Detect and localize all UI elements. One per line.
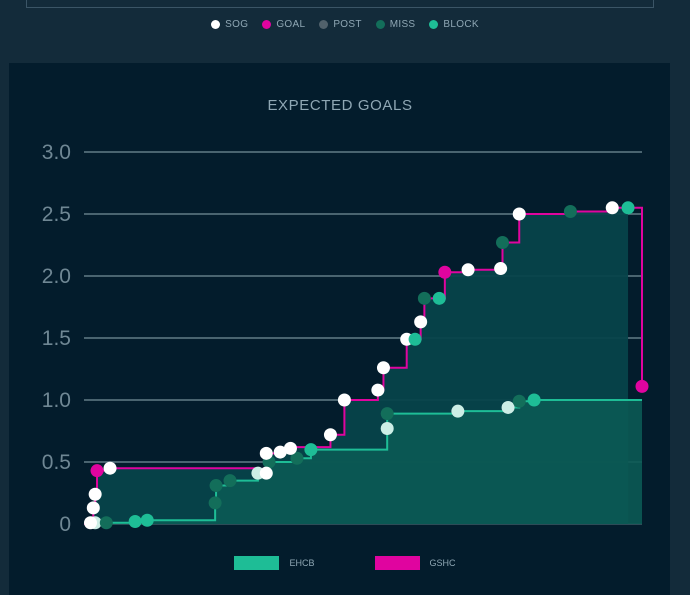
legend-miss: MISS	[375, 19, 416, 30]
gshc-shot-sog	[86, 501, 100, 515]
legend-block-dot	[429, 20, 439, 29]
gshc-shot-sog	[84, 516, 98, 530]
ehcb-shot-miss	[223, 474, 237, 488]
gshc-shot-sog	[461, 263, 475, 277]
gshc-shot-sog	[88, 487, 102, 501]
gshc-shot-sog	[414, 315, 428, 329]
y-tick-label: 0	[59, 513, 71, 536]
y-tick-label: 2.5	[42, 203, 71, 226]
y-tick-label: 2.0	[42, 265, 71, 288]
gshc-shot-goal	[635, 379, 649, 393]
ehcb-shot-miss	[512, 394, 526, 408]
shot-type-legend: SOG GOAL POST MISS BLOCK	[0, 19, 690, 30]
team-swatch-ehcb	[234, 556, 280, 570]
gshc-shot-goal	[438, 265, 452, 279]
y-tick-label: 0.5	[42, 451, 71, 474]
legend-sog-label: SOG	[225, 19, 249, 30]
gshc-shot-block	[432, 291, 446, 305]
gshc-line	[84, 206, 643, 525]
ehcb-shot-block	[527, 393, 541, 407]
legend-block: BLOCK	[429, 19, 479, 30]
gshc-shot-sog	[283, 441, 297, 455]
ehcb-shot-miss	[290, 451, 304, 465]
gshc-shot-goal	[90, 464, 104, 478]
top-card-frame	[26, 0, 654, 8]
team-label-gshc: GSHC	[429, 558, 456, 568]
ehcb-shot-miss	[380, 407, 394, 421]
gshc-shot-sog	[337, 393, 351, 407]
ehcb-shot-sog	[501, 400, 515, 414]
legend-miss-label: MISS	[389, 19, 416, 30]
legend-goal-label: GOAL	[276, 19, 306, 30]
gshc-shot-miss	[496, 236, 509, 250]
gshc-shot-sog	[323, 428, 337, 442]
legend-goal: GOAL	[262, 19, 305, 30]
ehcb-shot-miss	[208, 496, 222, 510]
ehcb-shot-block	[140, 513, 154, 527]
legend-post-dot	[319, 20, 329, 29]
gshc-shot-sog	[494, 262, 508, 276]
team-swatch-gshc	[374, 556, 420, 570]
gshc-shot-sog	[259, 446, 273, 460]
chart-title: EXPECTED GOALS	[267, 97, 413, 114]
ehcb-shot-miss	[99, 516, 113, 530]
ehcb-shot-block	[304, 443, 318, 457]
y-tick-label: 1.5	[42, 327, 71, 350]
legend-miss-dot	[375, 20, 385, 29]
team-legend-ehcb: EHCB	[234, 556, 315, 570]
gshc-shot-sog	[376, 361, 390, 375]
gshc-shot-sog	[512, 207, 526, 221]
gshc-shot-sog	[605, 201, 619, 215]
gshc-shot-sog	[103, 461, 117, 475]
team-label-ehcb: EHCB	[289, 558, 315, 568]
ehcb-shot-sog	[451, 404, 465, 418]
ehcb-shot-miss	[209, 479, 223, 493]
legend-goal-dot	[262, 20, 272, 29]
ehcb-area	[84, 400, 642, 524]
gshc-shot-sog	[259, 466, 273, 480]
gshc-shot-sog	[273, 445, 287, 459]
gshc-shot-sog	[371, 383, 385, 397]
gshc-shot-block	[621, 201, 635, 215]
gshc-shot-miss	[417, 291, 431, 305]
ehcb-shot-sog	[380, 422, 394, 436]
legend-post-label: POST	[333, 19, 362, 30]
legend-sog: SOG	[211, 19, 248, 30]
legend-sog-dot	[211, 20, 221, 29]
ehcb-shot-block	[128, 515, 142, 529]
team-legend-gshc: GSHC	[374, 556, 456, 570]
legend-post: POST	[319, 19, 361, 30]
y-tick-label: 3.0	[42, 141, 71, 164]
team-legend: EHCB GSHC	[0, 556, 690, 570]
y-tick-label: 1.0	[42, 389, 71, 412]
gshc-shot-miss	[563, 205, 577, 219]
legend-block-label: BLOCK	[443, 19, 479, 30]
gshc-shot-block	[408, 332, 422, 346]
